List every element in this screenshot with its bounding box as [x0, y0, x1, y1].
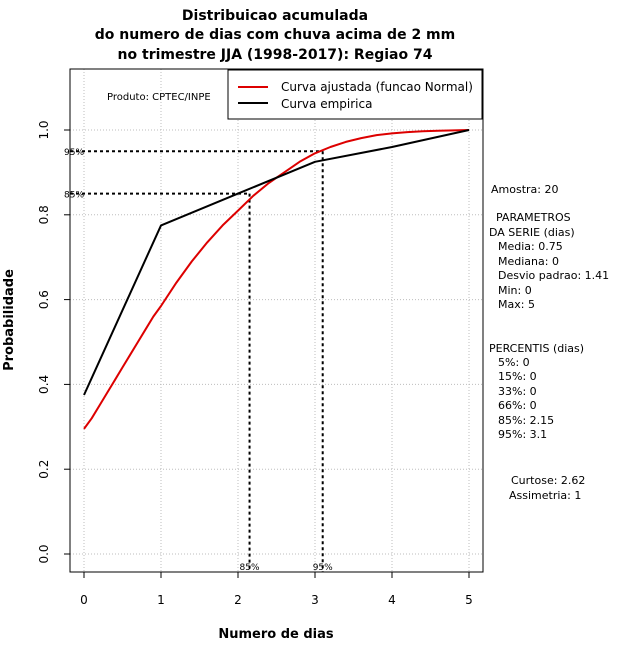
legend-label-fitted: Curva ajustada (funcao Normal) [281, 80, 473, 94]
stat-min: Min: 0 [498, 284, 532, 297]
params-title: PARAMETROS [496, 211, 571, 224]
y-tick-label-1: 0.2 [37, 460, 51, 479]
stat-mean: Media: 0.75 [498, 240, 563, 253]
stat-median: Mediana: 0 [498, 255, 559, 268]
y-tick-label-5: 1.0 [37, 120, 51, 139]
series-line-1 [83, 129, 470, 396]
y-axis-label: Probabilidade [2, 269, 17, 371]
percentile-5: 5%: 0 [498, 356, 530, 369]
percentile-85: 85%: 2.15 [498, 414, 554, 427]
x-axis-label: Numero de dias [218, 627, 334, 642]
percentile-v-label-0: 95% [313, 563, 333, 573]
percentile-h-label-1: 85% [64, 191, 84, 201]
legend-label-empirical: Curva empirica [281, 97, 372, 111]
stat-max: Max: 5 [498, 298, 535, 311]
y-tick-label-0: 0.0 [37, 544, 51, 563]
x-tick-label-1: 1 [157, 593, 165, 607]
x-tick-label-0: 0 [80, 593, 88, 607]
stats-side-panel: Amostra: 20 PARAMETROS DA SERIE (dias) M… [489, 183, 609, 502]
percentile-66: 66%: 0 [498, 399, 537, 412]
y-tick-label-3: 0.6 [37, 290, 51, 309]
plot-frame [69, 68, 484, 573]
percentile-33: 33%: 0 [498, 385, 537, 398]
x-tick-label-4: 4 [388, 593, 396, 607]
chart-title-line-1: Distribuicao acumulada [182, 8, 368, 24]
data-series [83, 129, 470, 430]
chart-title-line-3: no trimestre JJA (1998-2017): Regiao 74 [118, 47, 433, 63]
percentiles-title: PERCENTIS (dias) [489, 342, 584, 355]
x-tick-label-2: 2 [234, 593, 242, 607]
percentile-h-label-0: 95% [64, 148, 84, 158]
kurtosis: Curtose: 2.62 [511, 474, 585, 487]
produto-annotation: Produto: CPTEC/INPE [107, 92, 211, 103]
x-axis-ticks: 0 1 2 3 4 5 [80, 572, 473, 607]
legend: Curva ajustada (funcao Normal) Curva emp… [227, 69, 483, 120]
sample-size: Amostra: 20 [491, 183, 558, 196]
chart-title-line-2: do numero de dias com chuva acima de 2 m… [95, 27, 456, 43]
y-axis-ticks: 0.0 0.2 0.4 0.6 0.8 1.0 [37, 120, 70, 564]
percentile-15: 15%: 0 [498, 370, 537, 383]
y-tick-label-2: 0.4 [37, 375, 51, 394]
percentile-95: 95%: 3.1 [498, 428, 547, 441]
grid-lines [70, 69, 483, 572]
stat-stddev: Desvio padrao: 1.41 [498, 269, 609, 282]
x-tick-label-5: 5 [465, 593, 473, 607]
y-tick-label-4: 0.8 [37, 205, 51, 224]
series-line-0 [83, 129, 470, 430]
percentile-guides: 95% 95% 85% 85% [64, 148, 333, 573]
x-tick-label-3: 3 [311, 593, 319, 607]
legend-box [227, 69, 483, 120]
percentile-v-label-1: 85% [240, 563, 260, 573]
params-subtitle: DA SERIE (dias) [489, 226, 575, 239]
skewness: Assimetria: 1 [509, 489, 581, 502]
